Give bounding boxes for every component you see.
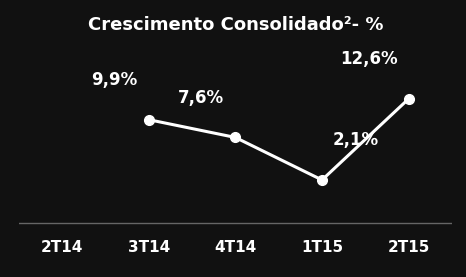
- Text: 2,1%: 2,1%: [333, 131, 379, 149]
- Text: 9,9%: 9,9%: [91, 71, 137, 89]
- Title: Crescimento Consolidado²- %: Crescimento Consolidado²- %: [88, 16, 383, 34]
- Text: 12,6%: 12,6%: [340, 50, 397, 68]
- Text: 7,6%: 7,6%: [178, 89, 224, 107]
